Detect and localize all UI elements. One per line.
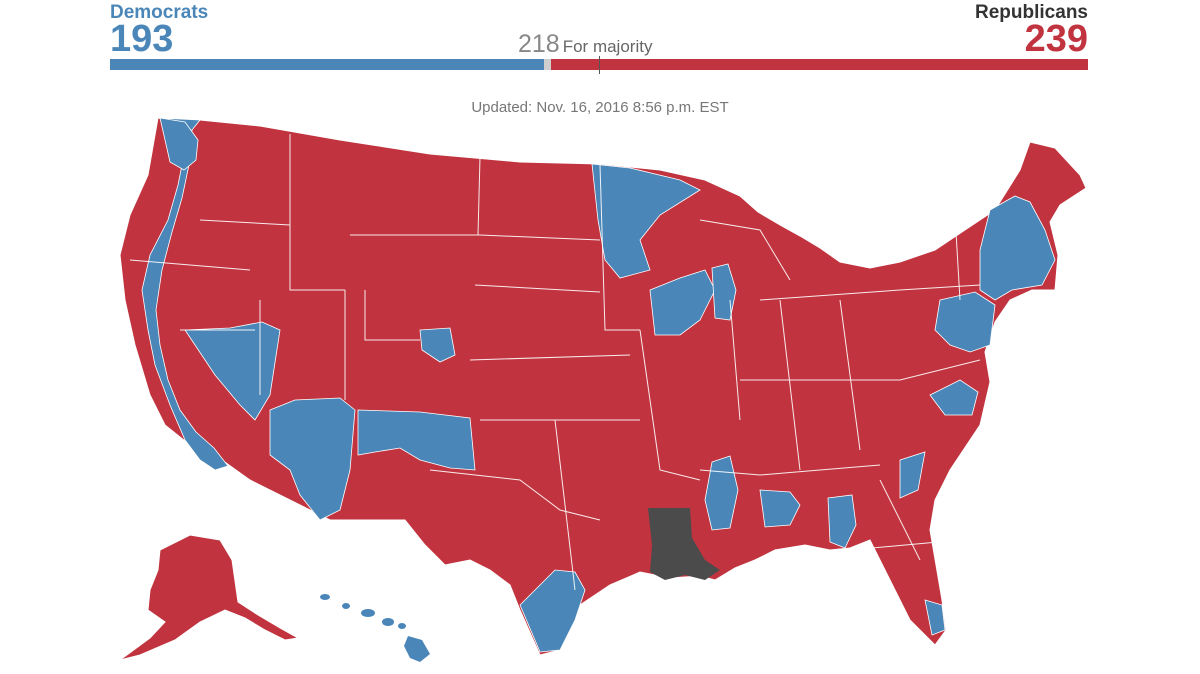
district-group-south-carolina	[899, 451, 926, 499]
district-group-wisconsin-iowa	[649, 269, 716, 336]
hawaii-map	[320, 594, 430, 662]
district-group-louisiana-undecided	[648, 508, 720, 580]
alaska-map	[119, 534, 300, 661]
majority-number: 218	[518, 30, 560, 58]
majority-tick-mark	[599, 56, 600, 74]
democrats-bar-segment	[110, 59, 544, 70]
district-group-washington	[159, 117, 199, 171]
results-header: Democrats 193 Republicans 239 218 For maj…	[110, 0, 1088, 80]
majority-threshold: 218 For majority	[518, 30, 652, 59]
district-group-pacific-coast	[141, 117, 229, 471]
district-group-south-florida	[924, 599, 946, 636]
congressional-district-map	[119, 117, 1087, 662]
democrats-label: Democrats	[110, 2, 209, 23]
updated-timestamp: Updated: Nov. 16, 2016 8:56 p.m. EST	[471, 99, 729, 116]
majority-label: For majority	[562, 37, 653, 56]
republicans-seat-count: 239	[1024, 18, 1088, 60]
republicans-bar-segment	[550, 59, 1088, 70]
district-group-new-mexico	[357, 409, 476, 471]
district-group-south-texas	[519, 569, 586, 653]
democrats-seat-count: 193	[110, 18, 174, 60]
district-group-arizona	[269, 397, 356, 521]
district-group-mid-atlantic	[934, 291, 996, 353]
district-borders	[129, 134, 981, 591]
district-group-nevada	[184, 321, 281, 421]
district-group-georgia	[827, 494, 857, 549]
district-group-colorado	[419, 327, 456, 363]
district-group-new-england	[979, 195, 1056, 301]
republicans-label: Republicans	[975, 2, 1088, 23]
district-group-mississippi	[704, 455, 739, 531]
district-group-alabama	[759, 489, 801, 528]
district-group-virginia	[929, 379, 979, 416]
